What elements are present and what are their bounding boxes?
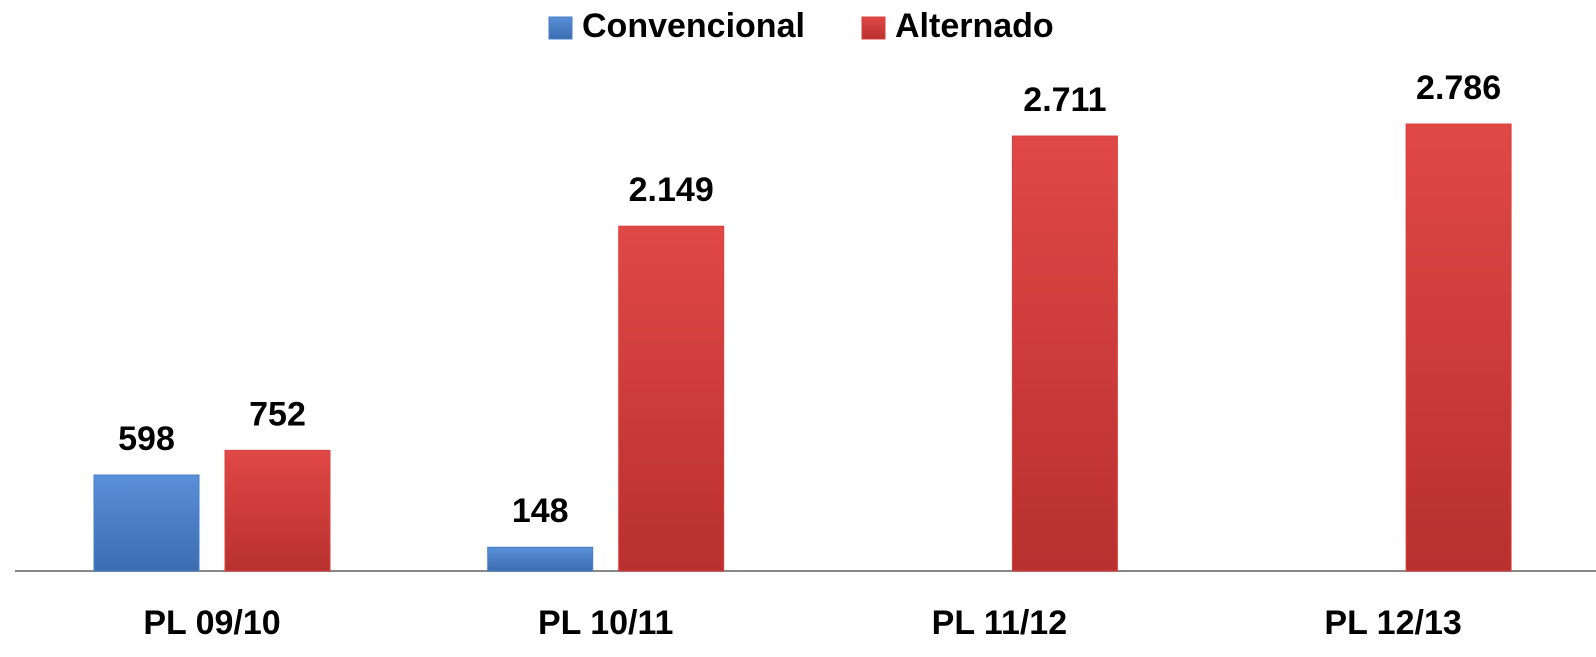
bar — [93, 474, 200, 572]
value-label: 598 — [118, 420, 175, 458]
bar — [224, 449, 331, 572]
x-tick-label: PL 10/11 — [538, 604, 674, 642]
bar — [487, 546, 594, 572]
legend-label: Alternado — [895, 7, 1054, 45]
value-label: 2.786 — [1416, 69, 1501, 107]
value-label: 2.711 — [1023, 81, 1106, 119]
bar — [618, 225, 725, 572]
value-label: 752 — [249, 395, 306, 433]
value-label: 148 — [512, 492, 569, 530]
legend-swatch — [548, 16, 573, 40]
legend-swatch — [861, 16, 886, 40]
legend-label: Convencional — [582, 7, 805, 45]
x-tick-label: PL 12/13 — [1324, 604, 1461, 642]
bar — [1011, 135, 1118, 572]
x-tick-label: PL 09/10 — [143, 604, 280, 642]
bar — [1405, 123, 1512, 572]
value-label: 2.149 — [629, 171, 714, 209]
x-tick-label: PL 11/12 — [932, 604, 1068, 642]
